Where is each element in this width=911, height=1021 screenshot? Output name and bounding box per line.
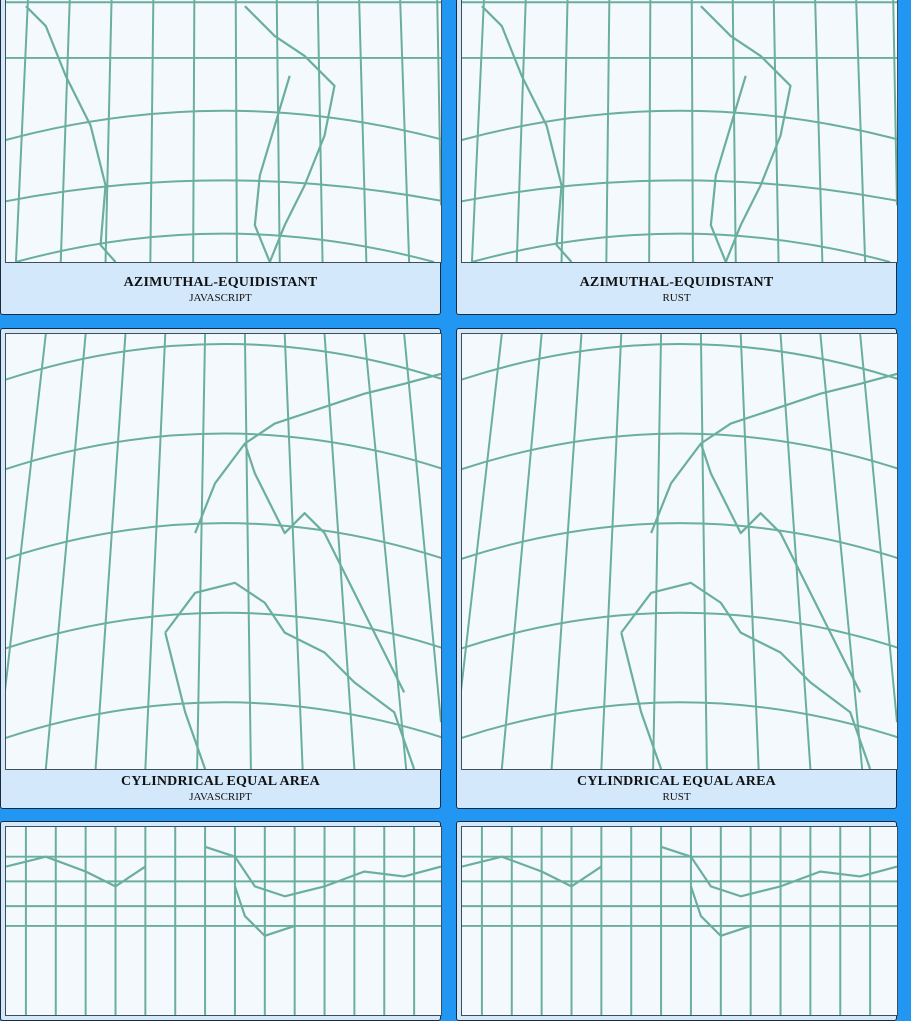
projection-card[interactable]: AZIMUTHAL-EQUIDISTANT RUST xyxy=(456,0,898,315)
implementation-language: JAVASCRIPT xyxy=(189,292,252,304)
map-image-cylindrical-equal-area-js xyxy=(5,333,442,770)
card-caption: CYLINDRICAL EQUAL AREA RUST xyxy=(457,773,896,804)
projection-title: CYLINDRICAL EQUAL AREA xyxy=(121,774,320,789)
card-caption: AZIMUTHAL-EQUIDISTANT JAVASCRIPT xyxy=(1,274,440,305)
card-caption: CYLINDRICAL EQUAL AREA JAVASCRIPT xyxy=(1,773,440,804)
map-image-azimuthal-equidistant-rust xyxy=(461,0,898,263)
map-image-cylindrical-equal-area-rust xyxy=(461,333,898,770)
map-image xyxy=(5,826,442,1016)
projection-title: CYLINDRICAL EQUAL AREA xyxy=(577,774,776,789)
card-caption: AZIMUTHAL-EQUIDISTANT RUST xyxy=(457,274,896,305)
projection-card[interactable]: CYLINDRICAL EQUAL AREA RUST xyxy=(456,328,898,809)
map-image-azimuthal-equidistant-js xyxy=(5,0,442,263)
projection-title: AZIMUTHAL-EQUIDISTANT xyxy=(579,275,774,290)
projection-card[interactable] xyxy=(0,821,442,1021)
projection-card[interactable]: AZIMUTHAL-EQUIDISTANT JAVASCRIPT xyxy=(0,0,442,315)
map-image xyxy=(461,826,898,1016)
projection-title: AZIMUTHAL-EQUIDISTANT xyxy=(123,275,318,290)
implementation-language: RUST xyxy=(662,791,691,803)
implementation-language: JAVASCRIPT xyxy=(189,791,252,803)
implementation-language: RUST xyxy=(662,292,691,304)
projection-card[interactable] xyxy=(456,821,898,1021)
projection-card[interactable]: CYLINDRICAL EQUAL AREA JAVASCRIPT xyxy=(0,328,442,809)
